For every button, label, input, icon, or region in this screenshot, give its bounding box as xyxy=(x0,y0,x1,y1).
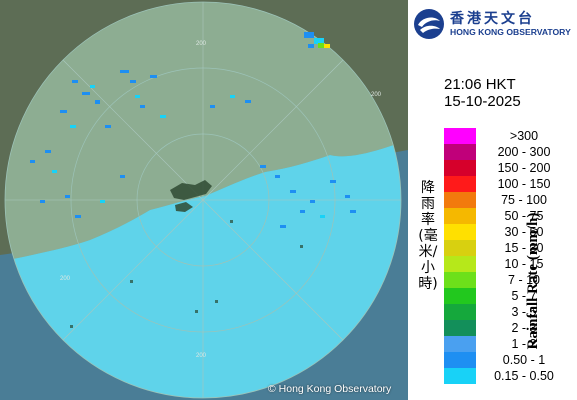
legend-row: 30 - 50 xyxy=(444,224,569,240)
legend-swatch xyxy=(444,336,476,352)
legend-swatch xyxy=(444,208,476,224)
legend-label: 50 - 75 xyxy=(504,209,544,223)
legend-swatch xyxy=(444,192,476,208)
radar-map: 200 200 200 200 xyxy=(0,0,408,400)
legend-label: 30 - 50 xyxy=(504,225,544,239)
legend-swatch xyxy=(444,160,476,176)
legend-label: >300 xyxy=(509,129,539,143)
range-ring-label: 200 xyxy=(60,276,71,282)
copyright-notice: © Hong Kong Observatory xyxy=(268,383,392,395)
legend-row: 150 - 200 xyxy=(444,160,569,176)
legend-row: >300 xyxy=(444,128,569,144)
legend-row: 7 - 10 xyxy=(444,272,569,288)
observation-date: 15-10-2025 xyxy=(444,93,521,110)
legend-row: 0.15 - 0.50 xyxy=(444,368,569,384)
legend-row: 75 - 100 xyxy=(444,192,569,208)
logo-name-english: HONG KONG OBSERVATORY xyxy=(450,27,571,37)
legend-title-chinese: 降雨率(毫米/小時) xyxy=(418,180,438,292)
radar-range-boundary xyxy=(4,1,402,399)
legend-label: 10 - 15 xyxy=(504,257,544,271)
legend-label: 0.15 - 0.50 xyxy=(494,369,554,383)
legend-swatch xyxy=(444,128,476,144)
observation-time: 21:06 HKT xyxy=(444,76,516,93)
legend-row: 200 - 300 xyxy=(444,144,569,160)
legend-swatch xyxy=(444,144,476,160)
hko-logo: 香港天文台 HONG KONG OBSERVATORY xyxy=(412,5,574,43)
legend-label: 15 - 30 xyxy=(504,241,544,255)
legend-label: 0.50 - 1 xyxy=(502,353,546,367)
heavy-rain-cell xyxy=(304,32,330,48)
legend-panel xyxy=(408,0,577,400)
legend-label: 150 - 200 xyxy=(497,161,551,175)
legend-title-english: Rainfall Rate (mm/h) xyxy=(525,212,541,350)
range-ring-label: 200 xyxy=(371,92,382,98)
legend-label: 200 - 300 xyxy=(497,145,551,159)
radar-coverage xyxy=(5,2,401,398)
range-ring-label: 200 xyxy=(196,353,207,359)
legend-row: 10 - 15 xyxy=(444,256,569,272)
hko-emblem-icon xyxy=(414,9,444,39)
legend-swatch xyxy=(444,272,476,288)
legend-swatch xyxy=(444,288,476,304)
legend-label: 3 - 5 xyxy=(511,305,537,319)
legend-label: 7 - 10 xyxy=(508,273,540,287)
legend-label: 1 - 2 xyxy=(511,337,537,351)
legend-row: 5 - 7 xyxy=(444,288,569,304)
legend-swatch xyxy=(444,224,476,240)
legend-label: 2 - 3 xyxy=(511,321,537,335)
legend-row: 3 - 5 xyxy=(444,304,569,320)
legend-label: 5 - 7 xyxy=(511,289,537,303)
legend-swatch xyxy=(444,240,476,256)
legend-swatch xyxy=(444,368,476,384)
legend-swatch xyxy=(444,176,476,192)
legend-swatch xyxy=(444,256,476,272)
legend-swatch xyxy=(444,352,476,368)
legend-row: 0.50 - 1 xyxy=(444,352,569,368)
legend-row: 50 - 75 xyxy=(444,208,569,224)
legend-label: 75 - 100 xyxy=(501,193,547,207)
legend-row: 1 - 2 xyxy=(444,336,569,352)
logo-name-chinese: 香港天文台 xyxy=(450,11,535,27)
legend-swatch xyxy=(444,304,476,320)
legend-row: 100 - 150 xyxy=(444,176,569,192)
legend-row: 2 - 3 xyxy=(444,320,569,336)
legend-swatch xyxy=(444,320,476,336)
range-ring-label: 200 xyxy=(196,41,207,47)
legend-label: 100 - 150 xyxy=(497,177,551,191)
legend-row: 15 - 30 xyxy=(444,240,569,256)
